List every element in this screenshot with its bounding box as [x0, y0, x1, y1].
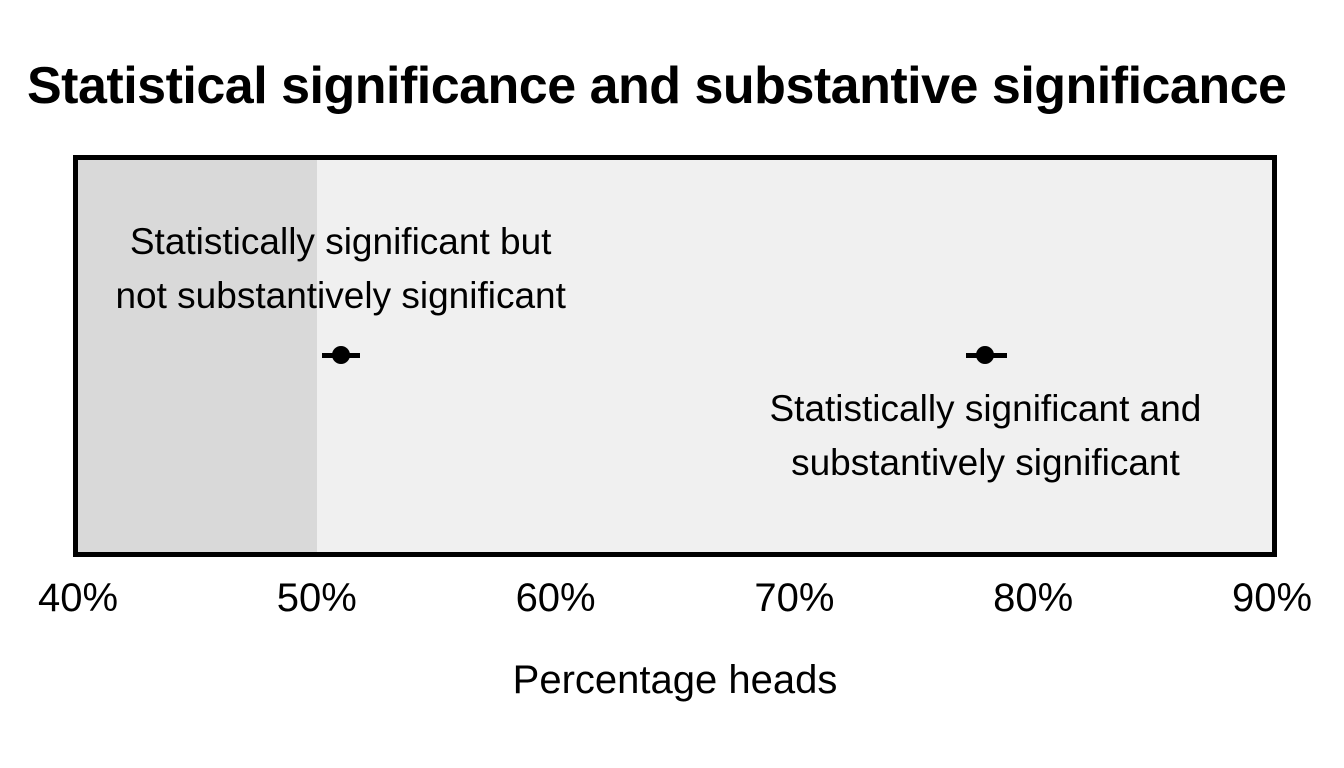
- x-tick-label: 40%: [37, 576, 119, 620]
- x-tick-label: 80%: [993, 576, 1074, 620]
- plot-panel: [73, 155, 1277, 557]
- x-tick-label: 50%: [276, 576, 357, 620]
- x-tick-label: 90%: [1231, 576, 1313, 620]
- x-tick-label: 70%: [754, 576, 835, 620]
- chart-title: Statistical significance and substantive…: [27, 57, 1287, 115]
- x-tick-label: 60%: [515, 576, 596, 620]
- shaded-band: [78, 160, 317, 552]
- x-axis-title: Percentage heads: [512, 658, 838, 702]
